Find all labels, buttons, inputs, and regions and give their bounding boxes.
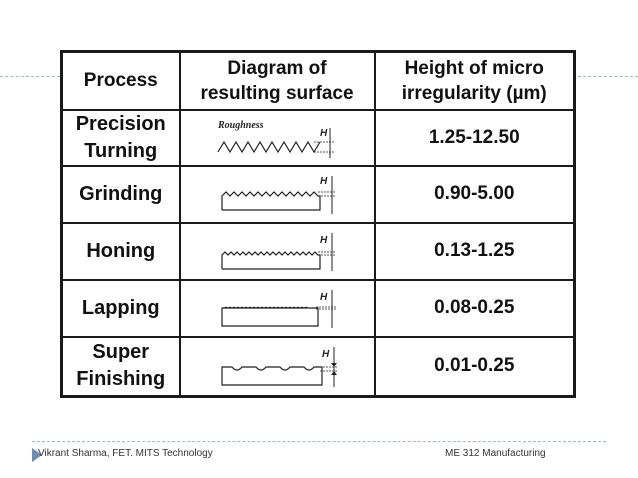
diagram-cell: H	[178, 164, 376, 224]
value-cell: 0.13-1.25	[373, 221, 576, 281]
height-marker: H	[322, 349, 330, 360]
diagram-cell: Roughness H	[178, 108, 376, 167]
process-roughness-table: Process Diagram of resulting surface Hei…	[60, 50, 576, 398]
process-cell: Lapping	[60, 278, 181, 338]
roughness-sawtooth-icon: Roughness H	[217, 120, 334, 158]
footer-author: Vikrant Sharma, FET. MITS Technology	[38, 448, 213, 459]
height-marker: H	[320, 128, 328, 139]
diagram-cell: H	[178, 335, 376, 398]
top-left-divider	[0, 76, 60, 77]
top-right-divider	[578, 76, 638, 77]
process-cell: Precision Turning	[60, 108, 181, 167]
process-cell: Grinding	[60, 164, 181, 224]
height-header-line2: irregularity (µm)	[401, 82, 547, 104]
scalloped-superfinished-surface-icon: H	[221, 347, 338, 388]
flat-lapped-surface-icon: H	[221, 290, 336, 328]
footer-bullet-icon	[32, 448, 42, 462]
very-fine-sawtooth-surface-icon: H	[221, 233, 336, 271]
fine-sawtooth-surface-icon: H	[221, 176, 336, 214]
process-header: Process	[60, 50, 181, 111]
bottom-divider	[32, 441, 606, 442]
value-cell: 0.90-5.00	[373, 164, 576, 224]
value-cell: 0.08-0.25	[373, 278, 576, 338]
roughness-label: Roughness	[217, 120, 264, 131]
table-row: Precision Turning Roughness H 1.25-12.50	[60, 108, 576, 167]
height-marker: H	[320, 292, 328, 303]
process-cell: Super Finishing	[60, 335, 181, 398]
diagram-header: Diagram of resulting surface	[178, 50, 376, 111]
table-header-row: Process Diagram of resulting surface Hei…	[60, 50, 576, 111]
process-cell: Honing	[60, 221, 181, 281]
height-marker: H	[320, 235, 328, 246]
table-row: Grinding H 0.90-5.00	[60, 164, 576, 224]
diagram-cell: H	[178, 278, 376, 338]
diagram-cell: H	[178, 221, 376, 281]
height-header: Height of micro irregularity (µm)	[373, 50, 576, 111]
table-row: Honing H 0.13-1.25	[60, 221, 576, 281]
diagram-header-line1: Diagram of	[227, 57, 327, 79]
table-row: Lapping H 0.08-0.25	[60, 278, 576, 338]
value-cell: 0.01-0.25	[373, 335, 576, 398]
height-marker: H	[320, 176, 328, 187]
height-header-line1: Height of micro	[404, 57, 544, 79]
table-row: Super Finishing H 0.01-0.25	[60, 335, 576, 398]
diagram-header-line2: resulting surface	[200, 82, 354, 104]
value-cell: 1.25-12.50	[373, 108, 576, 167]
footer-course: ME 312 Manufacturing	[445, 448, 546, 459]
